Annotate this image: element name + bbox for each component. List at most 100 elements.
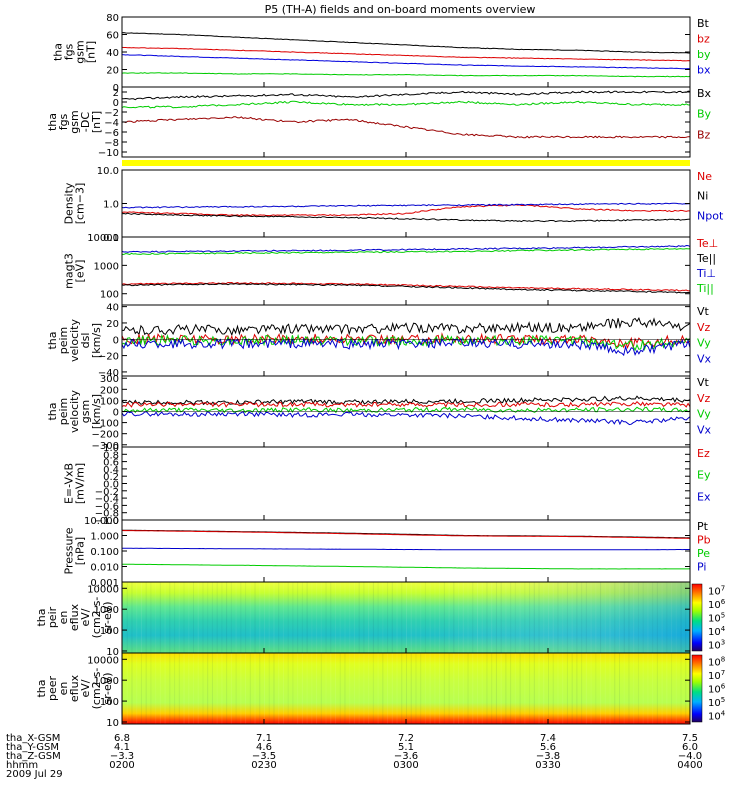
peir_spec-striation bbox=[424, 582, 426, 653]
peer_spec-striation bbox=[349, 653, 351, 724]
peim_vel_dsl-ytick-label: 0 bbox=[113, 335, 119, 346]
peer_spec-striation bbox=[353, 653, 355, 724]
fgs_mag-legend-3: bx bbox=[697, 64, 711, 77]
peer_spec-striation bbox=[273, 653, 275, 724]
pressure-ytick-label: 1.000 bbox=[90, 532, 119, 543]
peir_spec-striation bbox=[524, 582, 526, 653]
peer_spec-colorbar-tick: 105 bbox=[708, 696, 725, 709]
peir_spec-striation bbox=[656, 582, 658, 653]
peer_spec-striation bbox=[675, 653, 677, 724]
fgs_mag-ytick-label: 40 bbox=[106, 48, 119, 59]
peer_spec-striation bbox=[183, 653, 185, 724]
peer_spec-striation bbox=[628, 653, 630, 724]
peer_spec-striation bbox=[420, 653, 422, 724]
peir_spec-striation bbox=[235, 582, 237, 653]
temp-legend-1: Te|| bbox=[696, 252, 716, 265]
peer_spec-colorbar-tick-exponent: 8 bbox=[721, 656, 725, 664]
peim_vel_gsm-ytick-label: −200 bbox=[92, 430, 119, 441]
peir_spec-striation bbox=[207, 582, 209, 653]
peim_vel_dsl-legend-0: Vt bbox=[697, 305, 710, 318]
temp-ytick-label: 100 bbox=[100, 290, 119, 301]
peir_spec-striation bbox=[259, 582, 261, 653]
peir_spec-striation bbox=[628, 582, 630, 653]
xaxis-tick-value: 6.0 bbox=[682, 742, 698, 753]
peer_spec-colorbar-tick: 108 bbox=[708, 656, 725, 669]
peer_spec-colorbar-tick: 107 bbox=[708, 669, 725, 682]
peir_spec-striation bbox=[230, 582, 232, 653]
peer_spec-striation bbox=[178, 653, 180, 724]
peim_vel_gsm-ytick-label: −100 bbox=[92, 419, 119, 430]
peer_spec-colorbar-tick-exponent: 7 bbox=[721, 669, 725, 677]
pressure-series-Pe bbox=[122, 563, 691, 570]
peir_spec-striation bbox=[136, 582, 138, 653]
peer_spec-ylabel-line: en bbox=[57, 682, 70, 696]
peer_spec-striation bbox=[481, 653, 483, 724]
peer_spec-striation bbox=[396, 653, 398, 724]
peim_vel_gsm-ylabel-line: velocity bbox=[68, 390, 81, 433]
peer_spec-striation bbox=[230, 653, 232, 724]
peir_spec-striation bbox=[178, 582, 180, 653]
fgs_mag-ylabel-line: tha bbox=[52, 43, 65, 61]
e_vxb-frame bbox=[121, 446, 691, 521]
peir_spec-striation bbox=[481, 582, 483, 653]
peer_spec-striation bbox=[126, 653, 128, 724]
fgs_det-ylabel-line: [nT] bbox=[90, 111, 103, 133]
peir_spec-ylabel-line: sr-eV) bbox=[101, 601, 114, 633]
peir_spec-colorbar-tick: 104 bbox=[708, 625, 726, 638]
peer_spec-striation bbox=[131, 653, 133, 724]
peir_spec-striation bbox=[183, 582, 185, 653]
peer_spec-striation bbox=[363, 653, 365, 724]
peer_spec-striation bbox=[510, 653, 512, 724]
fgs_det-legend-2: Bz bbox=[697, 128, 711, 141]
peir_spec-striation bbox=[155, 582, 157, 653]
peir_spec-striation bbox=[448, 582, 450, 653]
peim_vel_dsl-ytick-label: −20 bbox=[98, 352, 119, 363]
peer_spec-striation bbox=[207, 653, 209, 724]
peer_spec-striation bbox=[235, 653, 237, 724]
fgs_mag-ytick-label: 60 bbox=[106, 31, 119, 42]
peir_spec-ytick-label: 10000 bbox=[87, 584, 119, 595]
peir_spec-colorbar-tick: 103 bbox=[708, 638, 725, 651]
peir_spec-colorbar-tick: 106 bbox=[708, 598, 726, 611]
peir_spec-striation bbox=[477, 582, 478, 653]
peir_spec-striation bbox=[410, 582, 412, 653]
peir_spec-striation bbox=[462, 582, 464, 653]
fgs_det-ylabel-line: tha bbox=[46, 113, 59, 131]
peer_spec-striation bbox=[140, 653, 142, 724]
peir_spec-striation bbox=[221, 582, 223, 653]
e_vxb-legend-2: Ex bbox=[697, 490, 711, 503]
peir_spec-striation bbox=[576, 582, 578, 653]
fgs_det-ytick-label: −10 bbox=[98, 148, 119, 159]
peer_spec-colorbar-tick-exponent: 5 bbox=[721, 696, 725, 704]
panel-density: Ne Ni Npot 0.1 1.0 10.0 Density[cm−3] bbox=[63, 166, 724, 244]
peim_vel_dsl-ytick-label: 20 bbox=[106, 319, 119, 330]
peir_spec-striation bbox=[226, 582, 228, 653]
fgs_mag-legend-2: by bbox=[697, 48, 711, 61]
fgs_det-series-Bz bbox=[121, 116, 691, 139]
peer_spec-striation bbox=[424, 653, 426, 724]
peer_spec-spectrogram bbox=[122, 653, 690, 724]
peir_spec-ytick-label: 10 bbox=[106, 647, 119, 658]
peir_spec-striation bbox=[245, 582, 247, 653]
e_vxb-ytick-label: 0.8 bbox=[103, 450, 119, 461]
peir_spec-striation bbox=[685, 582, 687, 653]
peer_spec-striation bbox=[486, 653, 488, 724]
peer_spec-striation bbox=[448, 653, 450, 724]
peir_spec-striation bbox=[434, 582, 436, 653]
peer_spec-striation bbox=[292, 653, 294, 724]
panel-temp: Te⊥ Te|| Ti⊥ Ti|| 100 1000 10000 magt3[eV] bbox=[63, 233, 718, 306]
peir_spec-striation bbox=[140, 582, 142, 653]
fgs_mag-legend-1: bz bbox=[697, 33, 710, 46]
peir_spec-striation bbox=[571, 582, 573, 653]
peir_spec-striation bbox=[675, 582, 677, 653]
density-series-Ni bbox=[121, 212, 691, 223]
xaxis-tick-value: −4.0 bbox=[678, 751, 702, 762]
peer_spec-striation bbox=[562, 653, 564, 724]
peir_spec-striation bbox=[316, 582, 318, 653]
peer_spec-striation bbox=[155, 653, 157, 724]
peim_vel_dsl-ylabel-line: dsl bbox=[79, 333, 92, 349]
fgs_det-ylabel-line: -DC bbox=[79, 112, 92, 132]
peer_spec-striation bbox=[571, 653, 573, 724]
peer_spec-striation bbox=[661, 653, 663, 724]
